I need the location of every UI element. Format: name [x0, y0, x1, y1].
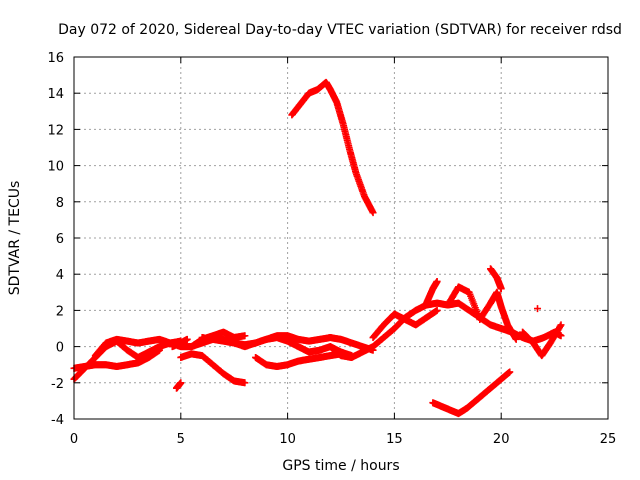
- data-point: [433, 306, 441, 314]
- data-point: [497, 285, 505, 293]
- chart-title: Day 072 of 2020, Sidereal Day-to-day VTE…: [58, 22, 622, 38]
- series-track-i: [252, 350, 356, 371]
- series-track-b: [70, 346, 163, 372]
- axis-ticks: 0 5 10 15 20 25 -4 -2 0 2 4 6 8 10 12 14 16: [47, 51, 616, 447]
- y-tick-label: 0: [56, 341, 64, 356]
- x-tick-label: 15: [386, 432, 403, 447]
- data-point: [506, 368, 514, 376]
- y-tick-label: 14: [47, 87, 64, 102]
- y-tick-label: 10: [47, 160, 64, 175]
- y-tick-label: 6: [56, 232, 64, 247]
- data-point: [512, 335, 520, 343]
- data-point: [155, 346, 163, 354]
- y-axis-label: SDTVAR / TECUs: [7, 181, 23, 296]
- data-point: [177, 379, 185, 387]
- y-tick-label: 8: [56, 196, 64, 211]
- x-tick-label: 20: [493, 432, 510, 447]
- data-point: [534, 305, 542, 313]
- series-track-q: [519, 321, 565, 360]
- data-point: [433, 277, 441, 285]
- series-track-f: [173, 379, 185, 392]
- y-tick-label: 2: [56, 304, 64, 319]
- data-point: [369, 209, 377, 217]
- x-tick-label: 5: [177, 432, 185, 447]
- series-track-d: [168, 335, 191, 351]
- y-tick-label: -2: [51, 377, 64, 392]
- y-tick-label: 12: [47, 123, 64, 138]
- x-axis-label: GPS time / hours: [282, 458, 399, 474]
- series-track-h: [198, 332, 377, 354]
- data-point: [557, 321, 565, 329]
- data-point: [241, 332, 249, 340]
- series-track-p: [429, 368, 514, 418]
- series-track-n: [444, 283, 520, 343]
- x-tick-label: 10: [279, 432, 296, 447]
- y-tick-label: 16: [47, 51, 64, 66]
- data-point: [557, 332, 565, 340]
- grid: [74, 57, 608, 419]
- series-track-r: [534, 305, 542, 313]
- series-track-k: [326, 299, 565, 361]
- y-tick-label: -4: [51, 413, 64, 428]
- x-tick-label: 0: [70, 432, 78, 447]
- y-tick-label: 4: [56, 268, 64, 283]
- data-point: [183, 335, 191, 343]
- series-track-o: [487, 265, 505, 293]
- series-track-j: [288, 78, 377, 217]
- x-tick-label: 25: [600, 432, 617, 447]
- series-track-e: [177, 350, 249, 387]
- data-point: [241, 379, 249, 387]
- series-track-l: [369, 306, 441, 342]
- data-points: [70, 78, 565, 418]
- series-track-m: [422, 277, 441, 307]
